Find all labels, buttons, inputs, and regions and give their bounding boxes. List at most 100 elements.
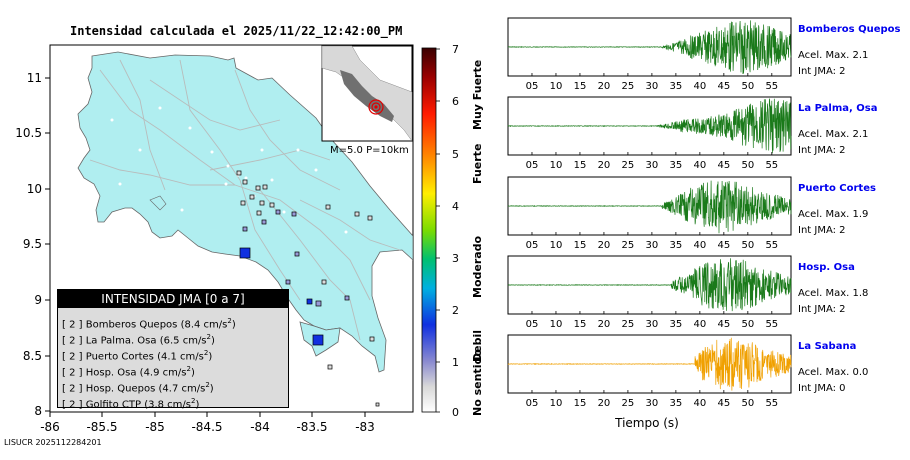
time-tick-label: 45 bbox=[717, 160, 730, 171]
legend-row: [ 2 ] La Palma. Osa (6.5 cm/s2) bbox=[62, 333, 215, 347]
waveform-trace bbox=[507, 337, 792, 391]
time-tick-label: 40 bbox=[693, 81, 706, 92]
svg-text:6: 6 bbox=[452, 95, 459, 108]
time-tick-label: 05 bbox=[526, 81, 539, 92]
station-bomberos-quepos[interactable] bbox=[239, 247, 251, 259]
land-nicoya-gulf-island bbox=[149, 195, 167, 211]
y-tick-label: 10.5 bbox=[15, 126, 42, 140]
station-accel-label: Acel. Max. 2.1 bbox=[798, 50, 868, 61]
station-hosp-osa[interactable] bbox=[315, 300, 322, 307]
time-tick-label: 05 bbox=[526, 160, 539, 171]
time-tick-label: 55 bbox=[765, 160, 778, 171]
station-int-label: Int JMA: 2 bbox=[798, 225, 846, 236]
legend-row: [ 2 ] Hosp. Quepos (4.7 cm/s2) bbox=[62, 381, 214, 395]
time-tick-label: 20 bbox=[598, 398, 611, 409]
time-tick-label: 25 bbox=[622, 81, 635, 92]
time-tick-label: 30 bbox=[646, 398, 659, 409]
y-tick-label: 10 bbox=[27, 182, 42, 196]
station-golfito[interactable] bbox=[344, 295, 350, 301]
time-tick-label: 40 bbox=[693, 240, 706, 251]
station-int-label: Int JMA: 0 bbox=[798, 383, 846, 394]
station-name-label[interactable]: Hosp. Osa bbox=[798, 262, 855, 273]
x-tick-label: -86 bbox=[40, 420, 60, 434]
time-tick-label: 15 bbox=[574, 81, 587, 92]
time-tick-label: 55 bbox=[765, 398, 778, 409]
intensity-color-scale: 7 6 5 4 3 2 1 0 Muy Fuerte Fuerte Modera… bbox=[421, 44, 484, 419]
station-accel-label: Acel. Max. 1.9 bbox=[798, 209, 868, 220]
time-tick-label: 15 bbox=[574, 240, 587, 251]
time-tick-label: 35 bbox=[670, 319, 683, 330]
time-tick-label: 50 bbox=[741, 240, 754, 251]
station-name-label[interactable]: La Palma, Osa bbox=[798, 103, 878, 114]
time-tick-label: 55 bbox=[765, 81, 778, 92]
time-tick-label: 50 bbox=[741, 81, 754, 92]
svg-text:1: 1 bbox=[452, 356, 459, 369]
time-tick-label: 10 bbox=[550, 81, 563, 92]
svg-text:7: 7 bbox=[452, 44, 459, 56]
time-tick-label: 55 bbox=[765, 240, 778, 251]
time-tick-label: 20 bbox=[598, 81, 611, 92]
station-accel-label: Acel. Max. 2.1 bbox=[798, 129, 868, 140]
station-name-label[interactable]: La Sabana bbox=[798, 341, 856, 352]
intensity-legend: INTENSIDAD JMA [0 a 7] [ 2 ] Bomberos Qu… bbox=[57, 289, 289, 411]
legend-row: [ 2 ] Hosp. Osa (4.9 cm/s2) bbox=[62, 365, 195, 379]
waveform-panels[interactable]: Tiempo (s) 05 10 15 20 25 30 35 40 45 50 55 Bombero… bbox=[500, 0, 910, 440]
map-axis-ticks bbox=[45, 77, 366, 417]
svg-text:4: 4 bbox=[452, 200, 459, 213]
time-tick-label: 45 bbox=[717, 81, 730, 92]
time-tick-label: 20 bbox=[598, 319, 611, 330]
x-tick-label: -83.5 bbox=[296, 420, 327, 434]
time-tick-label: 40 bbox=[693, 398, 706, 409]
time-tick-label: 55 bbox=[765, 319, 778, 330]
station-puerto-cortes[interactable] bbox=[306, 298, 313, 305]
svg-text:5: 5 bbox=[452, 148, 459, 161]
time-tick-label: 35 bbox=[670, 398, 683, 409]
station-accel-label: Acel. Max. 1.8 bbox=[798, 288, 868, 299]
time-tick-label: 50 bbox=[741, 160, 754, 171]
svg-text:3: 3 bbox=[452, 252, 459, 265]
time-tick-label: 05 bbox=[526, 319, 539, 330]
time-tick-label: 50 bbox=[741, 398, 754, 409]
time-axis-label: Tiempo (s) bbox=[614, 416, 679, 430]
scale-labels: Muy Fuerte Fuerte Moderado Debil No sent… bbox=[471, 60, 484, 416]
legend-row: [ 2 ] Puerto Cortes (4.1 cm/s2) bbox=[62, 349, 213, 363]
waveform-trace bbox=[508, 20, 792, 75]
y-tick-label: 8 bbox=[34, 404, 42, 418]
inset-map: M=5.0 P=10km bbox=[321, 45, 413, 156]
time-tick-label: 45 bbox=[717, 319, 730, 330]
station-name-label[interactable]: Puerto Cortes bbox=[798, 183, 876, 194]
footer-id: LISUCR 2025112284201 bbox=[4, 438, 102, 447]
time-tick-label: 30 bbox=[646, 81, 659, 92]
map-title: Intensidad calculada el 2025/11/22_12:42… bbox=[70, 24, 403, 38]
station-la-palma-osa[interactable] bbox=[312, 334, 324, 346]
time-tick-label: 20 bbox=[598, 240, 611, 251]
time-tick-label: 35 bbox=[670, 81, 683, 92]
legend-row: [ 2 ] Golfito CTP (3.8 cm/s2) bbox=[62, 397, 200, 411]
x-tick-label: -85 bbox=[145, 420, 165, 434]
time-tick-label: 35 bbox=[670, 240, 683, 251]
time-tick-label: 40 bbox=[693, 160, 706, 171]
station-name-label[interactable]: Bomberos Quepos bbox=[798, 24, 901, 35]
map-y-tick-labels: 11 10.5 10 9.5 9 8.5 8 bbox=[15, 71, 42, 418]
time-tick-label: 05 bbox=[526, 398, 539, 409]
svg-text:Moderado: Moderado bbox=[471, 235, 484, 298]
time-tick-label: 30 bbox=[646, 160, 659, 171]
time-tick-label: 40 bbox=[693, 319, 706, 330]
legend-title: INTENSIDAD JMA [0 a 7] bbox=[58, 290, 288, 308]
time-tick-label: 35 bbox=[670, 160, 683, 171]
x-tick-label: -84.5 bbox=[191, 420, 222, 434]
x-tick-label: -85.5 bbox=[86, 420, 117, 434]
svg-text:Debil: Debil bbox=[471, 330, 484, 362]
legend-row: [ 2 ] Bomberos Quepos (8.4 cm/s2) bbox=[62, 317, 236, 331]
svg-text:0: 0 bbox=[452, 406, 459, 419]
svg-text:2: 2 bbox=[452, 304, 459, 317]
station-int-label: Int JMA: 2 bbox=[798, 304, 846, 315]
y-tick-label: 11 bbox=[27, 71, 42, 85]
road-network bbox=[89, 59, 401, 341]
time-tick-label: 10 bbox=[550, 398, 563, 409]
time-tick-label: 10 bbox=[550, 240, 563, 251]
station-accel-label: Acel. Max. 0.0 bbox=[798, 367, 868, 378]
station-int-label: Int JMA: 2 bbox=[798, 66, 846, 77]
waveform-trace bbox=[507, 180, 792, 234]
svg-text:No sentido: No sentido bbox=[471, 349, 484, 416]
